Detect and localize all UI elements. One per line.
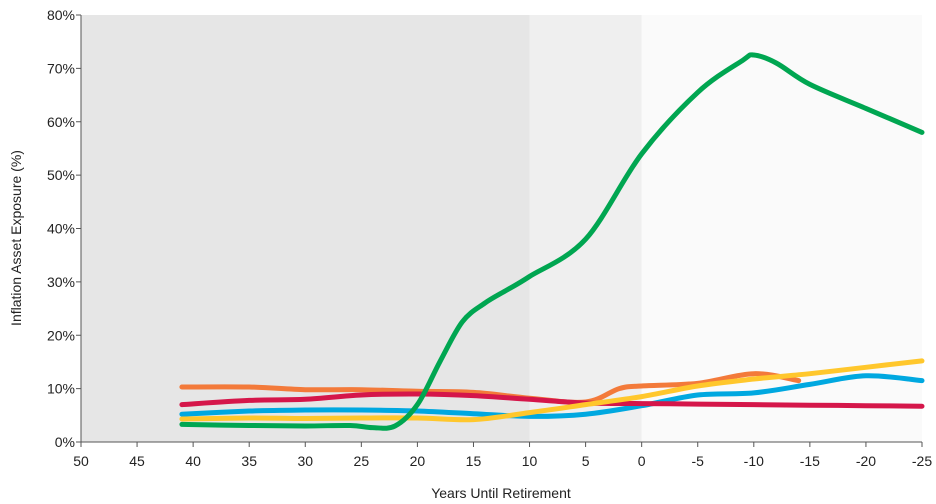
y-tick-label: 10% xyxy=(47,381,75,397)
series-line-4 xyxy=(179,358,925,423)
axes xyxy=(76,14,923,447)
x-tick-label: 5 xyxy=(582,453,590,469)
x-tick-label: 35 xyxy=(241,453,257,469)
shaded-region-0 xyxy=(81,15,530,442)
shaded-region-2 xyxy=(641,15,922,442)
x-tick-label: 0 xyxy=(638,453,646,469)
shaded-regions xyxy=(81,15,922,442)
y-tick-label: 50% xyxy=(47,167,75,183)
x-tick-label: 40 xyxy=(185,453,201,469)
x-tick-label: 10 xyxy=(522,453,538,469)
series-line-2 xyxy=(179,373,925,419)
y-tick-label: 40% xyxy=(47,221,75,237)
x-tick-label: 45 xyxy=(129,453,145,469)
y-tick-label: 0% xyxy=(55,434,75,450)
shaded-region-1 xyxy=(529,15,642,442)
y-tick-label: 20% xyxy=(47,327,75,343)
x-tick-label: 25 xyxy=(354,453,370,469)
x-axis-title: Years Until Retirement xyxy=(431,485,571,501)
x-tick-label: 20 xyxy=(410,453,426,469)
x-tick-label: -10 xyxy=(744,453,764,469)
x-tick-label: -5 xyxy=(692,453,705,469)
series-line-3 xyxy=(179,391,925,409)
x-tick-label: 30 xyxy=(297,453,313,469)
x-tick-label: -25 xyxy=(912,453,932,469)
x-tick-label: -15 xyxy=(800,453,820,469)
series-line-0 xyxy=(179,52,925,431)
y-tick-label: 30% xyxy=(47,274,75,290)
y-axis-title: Inflation Asset Exposure (%) xyxy=(8,150,24,326)
x-tick-label: 50 xyxy=(73,453,89,469)
y-tick-label: 60% xyxy=(47,114,75,130)
y-tick-label: 80% xyxy=(47,7,75,23)
series-lines xyxy=(179,52,925,431)
x-tick-label: 15 xyxy=(466,453,482,469)
x-tick-label: -20 xyxy=(856,453,876,469)
tick-labels: 0%10%20%30%40%50%60%70%80%50 45 40 35 30 25 20… xyxy=(47,7,932,469)
y-tick-label: 70% xyxy=(47,60,75,76)
